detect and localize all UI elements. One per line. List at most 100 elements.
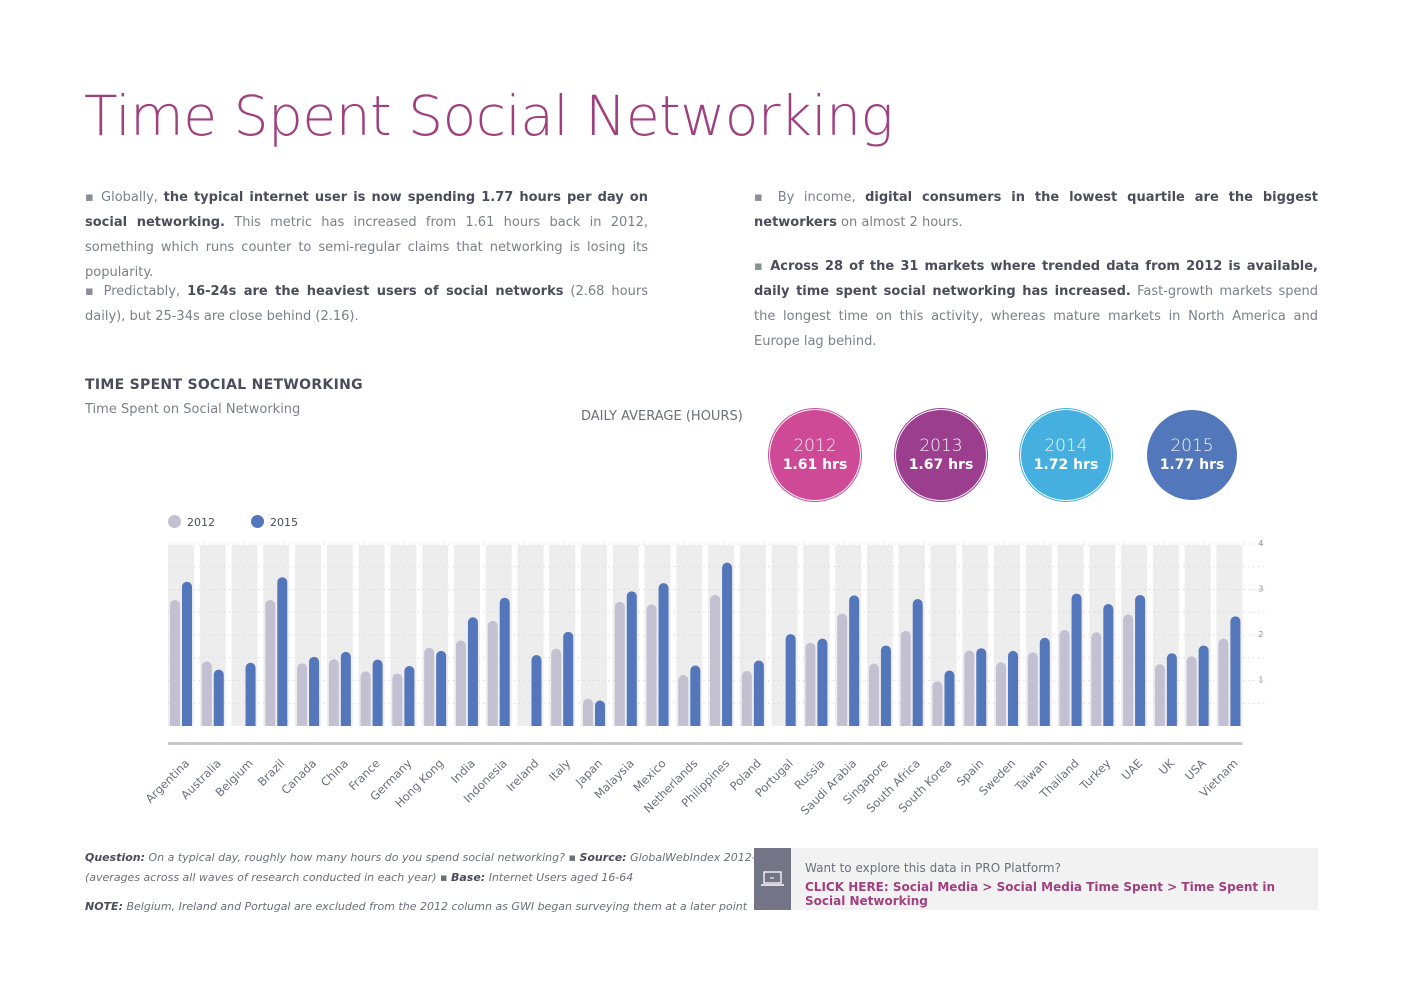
- p2-rest: (2.68 hours daily), but 25-34s are close…: [85, 284, 648, 324]
- bar-base-2015: [785, 720, 796, 726]
- bar-2012-uk: [1154, 664, 1165, 726]
- daily-average-label: DAILY AVERAGE (HOURS): [581, 409, 743, 424]
- question-text: On a typical day, roughly how many hours…: [145, 851, 565, 864]
- bar-base-2015: [944, 720, 955, 726]
- bar-base-2015: [753, 720, 764, 726]
- bar-base-2015: [467, 720, 478, 726]
- bar-2012-south-africa: [900, 630, 911, 726]
- bar-2012-indonesia: [487, 620, 498, 726]
- bar-base-2015: [976, 720, 987, 726]
- bar-base-2015: [658, 720, 669, 726]
- laptop-icon: [754, 848, 791, 910]
- average-value: 1.72 hrs: [1033, 457, 1099, 473]
- bar-2012-singapore: [868, 663, 879, 726]
- bar-base-2015: [182, 720, 192, 726]
- bar-2015-sweden: [1008, 650, 1019, 726]
- bar-base-2015: [309, 720, 320, 726]
- base-label: Base:: [450, 871, 486, 884]
- average-circle-2015: 2015 1.77 hrs: [1147, 410, 1237, 500]
- average-year: 2014: [1044, 436, 1088, 456]
- bar-2015-thailand: [1071, 593, 1082, 726]
- bullet-icon: ▪: [754, 259, 771, 274]
- bar-2015-canada: [309, 656, 320, 726]
- base-text: Internet Users aged 16-64: [485, 871, 634, 884]
- bar-2015-hong-kong: [436, 650, 447, 726]
- bullet-icon: ▪: [85, 284, 104, 299]
- bar-2012-australia: [201, 661, 212, 726]
- legend-item-2012: 2012: [168, 515, 215, 529]
- section-subtitle: Time Spent on Social Networking: [85, 402, 301, 417]
- x-tick-label: UAE: [1119, 756, 1146, 783]
- bar-base-2012: [741, 720, 752, 726]
- pro-question: Want to explore this data in PRO Platfor…: [805, 861, 1061, 875]
- bar-2012-mexico: [646, 604, 657, 726]
- average-circle-2014: 2014 1.72 hrs: [1021, 410, 1111, 500]
- bar-2012-canada: [297, 663, 308, 726]
- bar-2012-germany: [392, 673, 403, 726]
- bar-base-2015: [1135, 720, 1146, 726]
- bar-2015-indonesia: [499, 597, 510, 726]
- bar-base-2015: [1103, 720, 1114, 726]
- bar-2012-russia: [805, 642, 816, 726]
- bar-2012-spain: [964, 650, 975, 726]
- p2-bold: 16-24s are the heaviest users of social …: [187, 284, 564, 299]
- paragraph-income: ▪ By income, digital consumers in the lo…: [754, 185, 1318, 235]
- bar-base-2015: [1071, 720, 1082, 726]
- bar-base-2015: [626, 720, 637, 726]
- bar-base-2012: [1091, 720, 1102, 726]
- average-note: (averages across all waves of research c…: [85, 871, 437, 884]
- bar-base-2012: [678, 720, 689, 726]
- bar-2012-thailand: [1059, 629, 1070, 726]
- bar-base-2012: [837, 720, 848, 726]
- bar-base-2015: [595, 720, 606, 726]
- bar-2012-taiwan: [1027, 652, 1038, 726]
- x-tick-label: Italy: [546, 756, 574, 784]
- bar-base-2012: [487, 720, 498, 726]
- note-text: Belgium, Ireland and Portugal are exclud…: [122, 900, 748, 913]
- bar-base-2012: [614, 720, 625, 726]
- bar-base-2015: [1008, 720, 1019, 726]
- bar-2015-netherlands: [690, 665, 701, 726]
- x-axis-line: [168, 742, 1243, 745]
- bar-2015-ireland: [531, 655, 542, 726]
- bar-base-2012: [996, 720, 1007, 726]
- bar-2015-south-africa: [912, 599, 923, 726]
- bar-base-2015: [563, 720, 574, 726]
- y-tick-label: 3: [1258, 585, 1263, 594]
- bar-base-2015: [1230, 720, 1241, 726]
- paragraph-age: ▪ Predictably, 16-24s are the heaviest u…: [85, 279, 648, 329]
- page-title: Time Spent Social Networking: [84, 84, 894, 148]
- bar-2015-mexico: [658, 583, 669, 726]
- paragraph-markets: ▪ Across 28 of the 31 markets where tren…: [754, 254, 1318, 354]
- bar-base-2012: [392, 720, 403, 726]
- bar-2015-japan: [595, 700, 606, 726]
- bar-2015-south-korea: [944, 670, 955, 726]
- bar-base-2015: [213, 720, 224, 726]
- bar-2015-belgium: [245, 662, 256, 726]
- bar-2015-china: [340, 651, 351, 726]
- bar-base-2012: [932, 720, 943, 726]
- p1-bold: the typical internet user is now spendin…: [85, 190, 648, 230]
- bar-2012-poland: [741, 670, 752, 726]
- section-title: TIME SPENT SOCIAL NETWORKING: [85, 377, 363, 393]
- pro-link[interactable]: CLICK HERE: Social Media > Social Media …: [805, 880, 1275, 908]
- bar-base-2015: [340, 720, 351, 726]
- bar-base-2012: [868, 720, 879, 726]
- source-label: Source:: [579, 851, 627, 864]
- bar-base-2015: [372, 720, 383, 726]
- bar-2015-russia: [817, 638, 828, 726]
- legend-label-2015: 2015: [270, 516, 298, 529]
- bar-2012-philippines: [710, 594, 721, 726]
- bar-2015-poland: [753, 660, 764, 726]
- bar-base-2012: [201, 720, 212, 726]
- bar-base-2012: [1186, 720, 1197, 726]
- pro-platform-box[interactable]: Want to explore this data in PRO Platfor…: [754, 848, 1318, 910]
- bar-base-2015: [912, 720, 923, 726]
- bar-base-2012: [1059, 720, 1070, 726]
- bar-2015-uk: [1166, 653, 1177, 726]
- average-circle-2013: 2013 1.67 hrs: [896, 410, 986, 500]
- x-tick-label: Turkey: [1076, 756, 1113, 793]
- legend-label-2012: 2012: [187, 516, 215, 529]
- bar-base-2012: [1027, 720, 1038, 726]
